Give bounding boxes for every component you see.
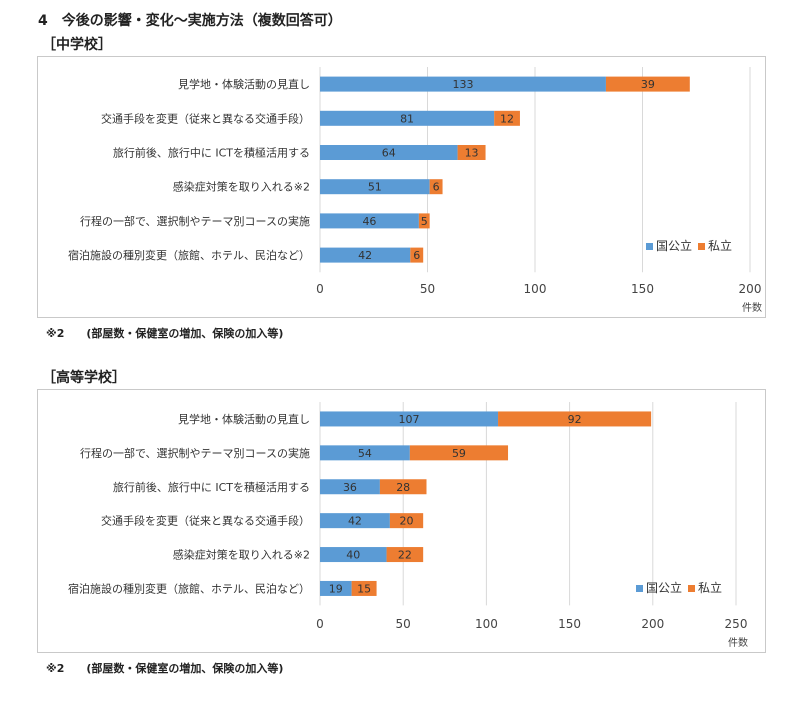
section-heading-high-school: ［高等学校］	[42, 370, 126, 386]
x-tick-label: 150	[558, 617, 581, 631]
bar-private	[410, 247, 424, 263]
x-tick-label: 50	[396, 617, 411, 631]
data-label-public: 64	[382, 147, 396, 160]
data-label-private: 20	[400, 515, 414, 528]
bar-private	[605, 76, 690, 92]
data-label-private: 12	[500, 112, 514, 125]
data-label-public: 107	[399, 413, 420, 426]
bar-private	[457, 145, 486, 160]
data-label-public: 19	[329, 582, 343, 595]
bar-public	[320, 179, 430, 195]
data-label-private: 22	[398, 549, 412, 562]
bar-public	[320, 479, 380, 495]
data-label-private: 6	[433, 181, 440, 194]
bar-public	[320, 411, 499, 427]
bar-public	[320, 247, 411, 263]
chart-panel-junior-high: 0 50 100 150 200 件数 見学地・体験活動の見直し 133 39 交通手段を変更（従…	[37, 56, 766, 318]
x-tick-label: 50	[420, 282, 435, 296]
category-label: 旅行前後、旅行中に ICTを積極活用する	[113, 480, 310, 494]
bar-public	[320, 76, 606, 92]
x-tick-label: 100	[475, 617, 498, 631]
x-tick-label: 200	[641, 617, 664, 631]
x-tick-label: 100	[524, 282, 547, 296]
footnote-high-school: ※2 (部屋数・保健室の増加、保険の加入等)	[46, 662, 284, 675]
data-label-private: 5	[421, 215, 428, 228]
footnote-junior-high: ※2 (部屋数・保健室の増加、保険の加入等)	[46, 327, 284, 340]
legend-swatch	[688, 585, 695, 592]
category-label: 行程の一部で、選択制やテーマ別コースの実施	[80, 446, 310, 460]
category-label: 見学地・体験活動の見直し	[178, 412, 310, 426]
legend-label: 国公立	[646, 580, 682, 595]
data-label-public: 51	[368, 181, 382, 194]
bar-public	[320, 110, 495, 126]
bar-private	[498, 411, 652, 427]
x-tick-label: 250	[725, 617, 748, 631]
chart-junior-high: 0 50 100 150 200 件数 見学地・体験活動の見直し 133 39 交通手段を変更（従…	[68, 67, 762, 314]
legend-label: 私立	[698, 580, 722, 595]
data-label-private: 59	[452, 447, 466, 460]
data-label-private: 39	[641, 78, 655, 91]
category-label: 感染症対策を取り入れる※2	[173, 548, 310, 562]
legend-label: 国公立	[656, 238, 692, 253]
bar-private	[409, 445, 509, 461]
legend-swatch	[646, 243, 653, 250]
category-label: 旅行前後、旅行中に ICTを積極活用する	[113, 146, 310, 160]
bar-private	[418, 213, 430, 229]
category-label: 見学地・体験活動の見直し	[178, 77, 310, 91]
category-label: 交通手段を変更（従来と異なる交通手段）	[101, 514, 310, 528]
data-label-private: 13	[465, 147, 479, 160]
section-heading-junior-high: ［中学校］	[42, 37, 112, 53]
bar-private	[389, 513, 424, 529]
legend-swatch	[636, 585, 643, 592]
data-label-public: 46	[362, 215, 376, 228]
category-label: 宿泊施設の種別変更（旅館、ホテル、民泊など）	[68, 581, 310, 595]
chart-panel-high-school: 0 50 100 150 200 250 件数 見学地・体験活動の見直し 107 92 行程の一部で…	[37, 389, 766, 653]
bar-private	[351, 580, 377, 596]
category-label: 宿泊施設の種別変更（旅館、ホテル、民泊など）	[68, 248, 310, 262]
bar-private	[379, 479, 427, 495]
bar-public	[320, 145, 458, 160]
bar-private	[429, 179, 443, 195]
x-axis-label: 件数	[742, 301, 762, 314]
data-label-private: 6	[413, 249, 420, 262]
chart-high-school: 0 50 100 150 200 250 件数 見学地・体験活動の見直し 107 92 行程の一部で…	[68, 402, 748, 649]
data-label-public: 54	[358, 447, 372, 460]
x-tick-label: 0	[316, 617, 324, 631]
x-tick-label: 150	[631, 282, 654, 296]
data-label-public: 42	[348, 515, 362, 528]
category-label: 交通手段を変更（従来と異なる交通手段）	[101, 111, 310, 125]
data-label-public: 36	[343, 481, 357, 494]
data-label-public: 42	[358, 249, 372, 262]
data-label-public: 81	[400, 112, 414, 125]
category-label: 行程の一部で、選択制やテーマ別コースの実施	[80, 214, 310, 228]
data-label-private: 92	[568, 413, 582, 426]
x-tick-label: 0	[316, 282, 324, 296]
bar-public	[320, 213, 419, 229]
data-label-public: 133	[452, 78, 473, 91]
bar-public	[320, 580, 352, 596]
legend-swatch	[698, 243, 705, 250]
bar-private	[386, 547, 424, 563]
data-label-private: 28	[396, 481, 410, 494]
x-axis-label: 件数	[728, 636, 748, 649]
data-label-private: 15	[357, 582, 371, 595]
legend-label: 私立	[708, 238, 732, 253]
x-tick-label: 200	[739, 282, 762, 296]
bar-public	[320, 513, 390, 529]
bar-public	[320, 547, 387, 563]
category-label: 感染症対策を取り入れる※2	[173, 180, 310, 194]
bar-private	[494, 110, 520, 126]
bar-public	[320, 445, 410, 461]
data-label-public: 40	[346, 549, 360, 562]
page-title: 4 今後の影響・変化～実施方法（複数回答可）	[38, 13, 342, 29]
